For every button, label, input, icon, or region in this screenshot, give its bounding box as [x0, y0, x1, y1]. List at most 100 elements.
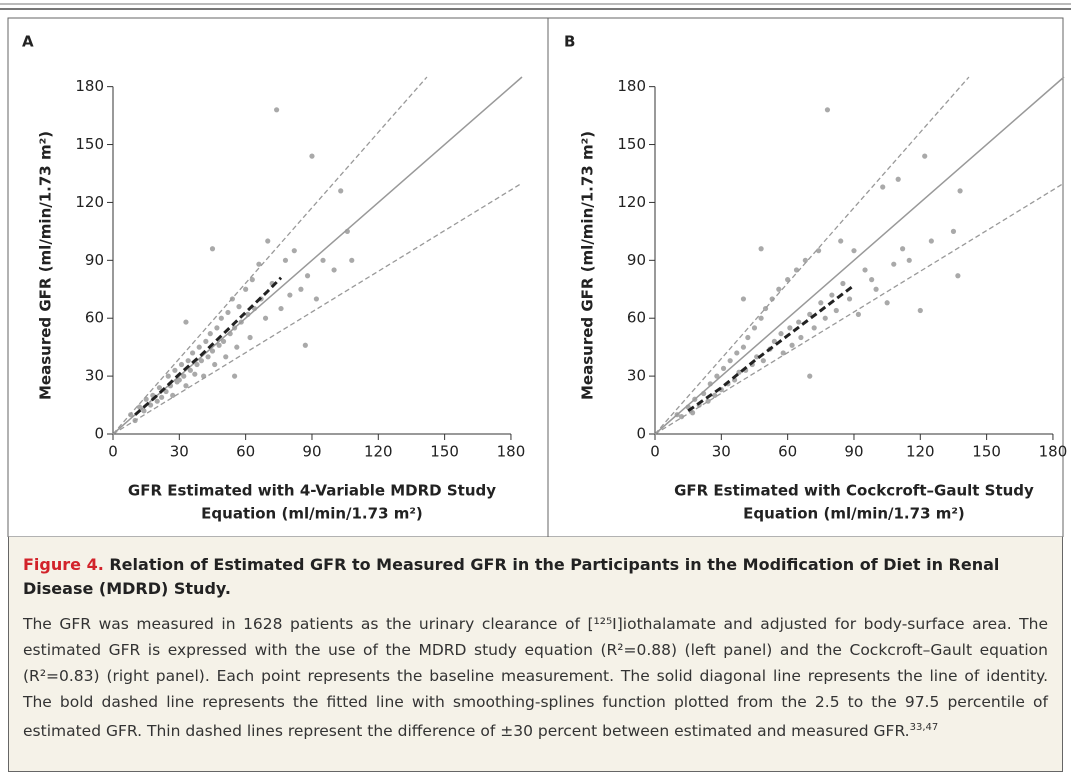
caption-body: The GFR was measured in 1628 patients as… [23, 611, 1048, 744]
point [349, 257, 355, 263]
point [928, 238, 934, 244]
x-tick-label: 60 [236, 443, 255, 461]
point [225, 309, 231, 316]
point [231, 373, 238, 379]
y-tick-label: 30 [85, 367, 104, 385]
point [740, 296, 747, 302]
y-tick-label: 150 [617, 135, 646, 153]
x-tick-label: 120 [906, 443, 935, 461]
point [218, 315, 224, 321]
point [304, 273, 311, 279]
point [736, 369, 742, 375]
point [159, 394, 165, 400]
point [758, 246, 764, 252]
point [223, 354, 229, 360]
point [282, 257, 289, 263]
point [873, 286, 879, 292]
x-tick-label: 60 [778, 443, 797, 461]
figure-label: Figure 4. [23, 555, 104, 574]
point [338, 188, 344, 194]
y-tick-label: 180 [75, 77, 104, 95]
point [309, 153, 315, 159]
point [181, 373, 187, 379]
point [243, 286, 249, 292]
point [178, 361, 185, 368]
point [216, 342, 222, 348]
point [205, 354, 211, 360]
y-tick-label: 150 [75, 135, 104, 153]
point [838, 238, 844, 244]
point [298, 286, 304, 292]
x-tick-label: 90 [844, 443, 863, 461]
point [165, 373, 171, 379]
x-axis-title: Equation (ml/min/1.73 m²) [743, 505, 965, 523]
point [758, 315, 764, 321]
point [203, 338, 209, 344]
point [678, 414, 685, 420]
x-tick-label: 180 [497, 443, 526, 461]
point [176, 377, 182, 383]
point [816, 248, 822, 254]
point [141, 408, 147, 414]
upper-30-line [654, 76, 970, 435]
point [714, 373, 720, 379]
point [163, 388, 169, 395]
point [851, 248, 857, 254]
figure: A 0 30 60 90 120 150 180 0 30 60 90 120 150 180 Measure… [0, 3, 1071, 537]
point [869, 277, 875, 283]
y-tick-label: 120 [617, 193, 646, 211]
point [855, 311, 861, 317]
point [829, 292, 835, 298]
point [754, 354, 760, 360]
point [249, 277, 255, 283]
point [156, 385, 163, 391]
point [183, 319, 189, 325]
point [192, 371, 198, 377]
y-tick-label: 120 [75, 193, 104, 211]
y-tick-label: 90 [627, 251, 646, 269]
point [922, 153, 928, 159]
identity-line [654, 76, 1065, 435]
point [198, 358, 205, 364]
y-tick-label: 60 [627, 309, 646, 327]
point [236, 304, 242, 310]
point [846, 296, 853, 302]
fitted-line [134, 276, 283, 416]
point [824, 107, 831, 113]
point [256, 261, 262, 267]
point [274, 107, 280, 113]
point [811, 325, 817, 331]
point [170, 392, 176, 399]
point [778, 331, 784, 337]
point [818, 300, 824, 306]
point [207, 331, 213, 337]
point [891, 261, 897, 267]
point [320, 257, 326, 263]
point [712, 392, 718, 399]
point [262, 315, 269, 321]
point [840, 280, 846, 287]
point [212, 361, 218, 368]
identity-line [112, 76, 523, 435]
y-tick-label: 30 [627, 367, 646, 385]
x-tick-label: 120 [364, 443, 393, 461]
x-axis-title: GFR Estimated with Cockcroft–Gault Study [674, 482, 1034, 500]
x-tick-label: 180 [1039, 443, 1068, 461]
upper-30-line [112, 76, 428, 435]
point [802, 257, 808, 263]
y-tick-label: 90 [85, 251, 104, 269]
point [740, 344, 747, 350]
y-axis-title: Measured GFR (ml/min/1.73 m²) [37, 131, 55, 400]
point [278, 305, 284, 312]
point [833, 307, 839, 314]
panel-label: B [564, 33, 575, 51]
point [287, 292, 293, 298]
point [234, 344, 240, 350]
point [313, 296, 319, 302]
y-tick-label: 60 [85, 309, 104, 327]
point [172, 367, 178, 373]
point [209, 246, 216, 252]
point [955, 273, 961, 279]
y-axis-title: Measured GFR (ml/min/1.73 m²) [579, 131, 597, 400]
caption-title: Figure 4. Relation of Estimated GFR to M… [23, 553, 1048, 601]
